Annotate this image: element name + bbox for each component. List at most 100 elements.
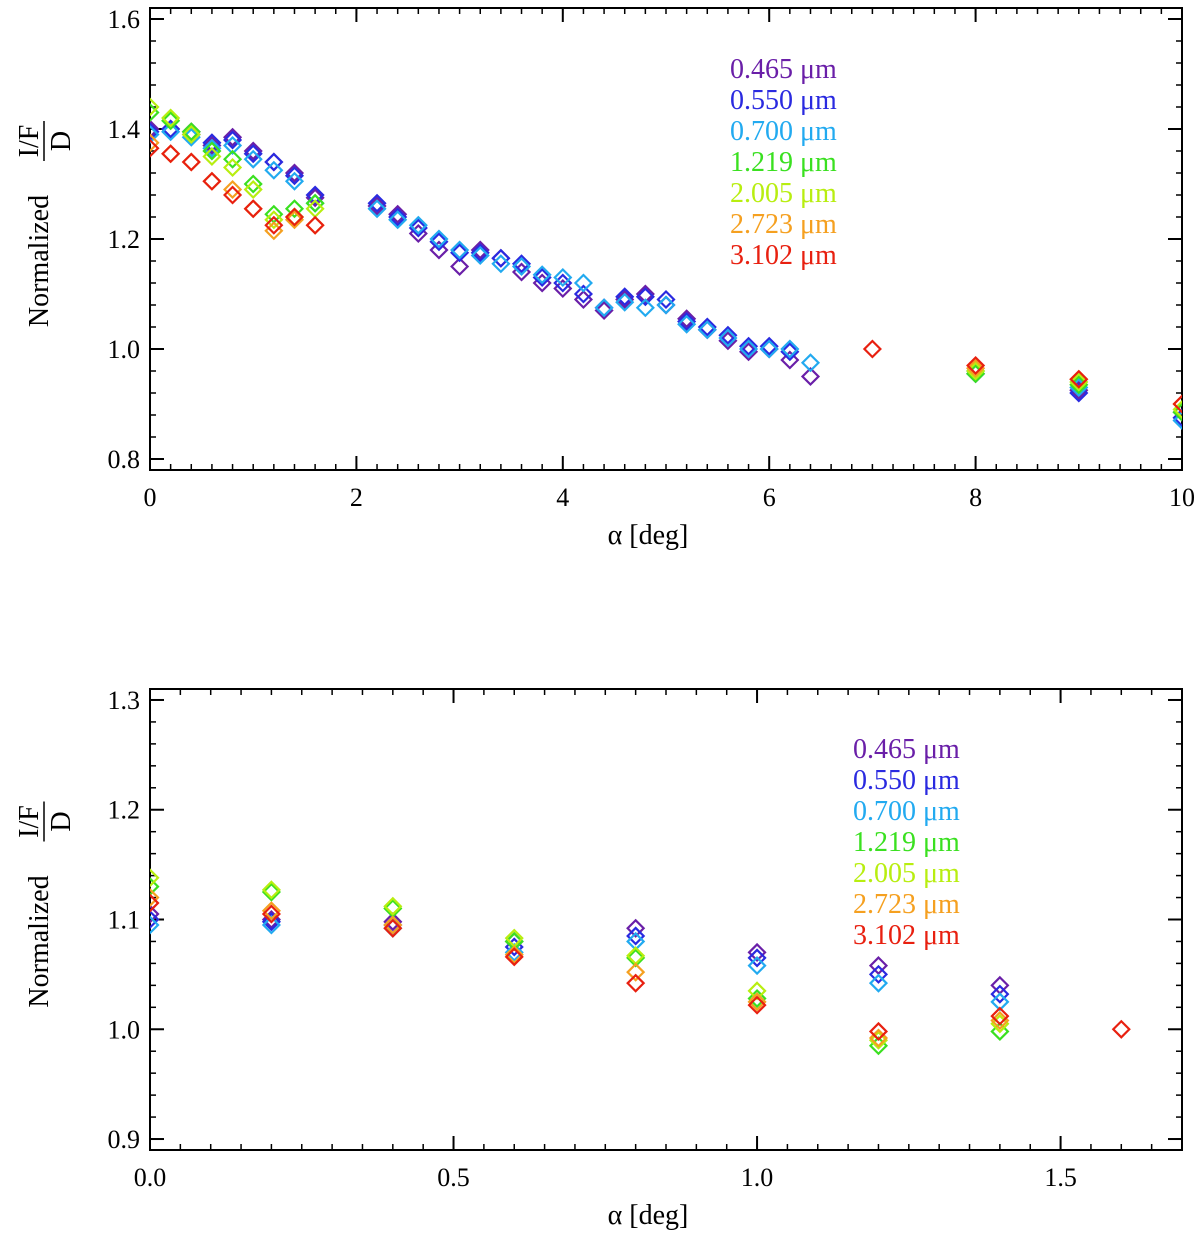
data-point <box>150 133 160 153</box>
data-point <box>429 229 449 249</box>
data-point <box>202 135 222 156</box>
x-tick-label: 2 <box>350 483 363 512</box>
data-point <box>243 144 263 164</box>
x-tick-label: 1.0 <box>741 1163 774 1192</box>
y-tick-label: 1.0 <box>108 1015 141 1044</box>
data-point <box>635 284 655 304</box>
data-point <box>626 926 646 946</box>
x-tick-label: 0.5 <box>437 1163 470 1192</box>
data-point <box>150 119 160 139</box>
chart-panel-2: 0.0 0.5 1.0 1.5 0.9 1.0 1.1 1.2 1.3 α [deg] Normal… <box>14 686 1183 1231</box>
plot-frame <box>149 7 1183 471</box>
legend-entry: 3.102 μm <box>853 920 960 951</box>
data-point <box>181 152 201 172</box>
legend-entry: 2.723 μm <box>730 209 837 240</box>
data-points <box>150 97 1182 431</box>
data-point <box>150 138 160 158</box>
data-point <box>747 995 767 1015</box>
legend: 0.465 μm0.550 μm0.700 μm1.219 μm2.005 μm… <box>730 54 837 271</box>
data-point <box>383 912 403 932</box>
data-point <box>504 947 524 967</box>
series-4 <box>150 102 1182 422</box>
data-point <box>615 289 635 310</box>
y-axis-label: Normalized I/F D <box>14 121 77 327</box>
data-point <box>504 942 524 962</box>
data-point <box>532 265 552 285</box>
legend-entry: 1.219 μm <box>853 827 960 858</box>
y-tick-label: 1.1 <box>108 906 141 935</box>
data-point <box>747 948 767 968</box>
data-point <box>202 133 222 153</box>
legend-entry: 3.102 μm <box>730 240 837 271</box>
x-axis-label: α [deg] <box>608 1200 689 1231</box>
data-point <box>491 248 511 268</box>
data-point <box>202 171 222 191</box>
plot-frame <box>149 688 1183 1151</box>
x-tick-label: 1.5 <box>1044 1163 1077 1192</box>
y-tick-label: 1.4 <box>108 115 141 144</box>
data-point <box>697 317 717 337</box>
data-point <box>150 887 160 908</box>
data-point <box>615 292 635 312</box>
data-point <box>429 240 449 260</box>
data-point <box>284 163 305 183</box>
data-point <box>284 210 305 230</box>
legend-entry: 0.700 μm <box>730 116 837 147</box>
data-point <box>243 199 263 219</box>
data-point <box>429 232 449 252</box>
data-point <box>697 320 717 340</box>
data-points <box>150 868 1131 1056</box>
data-point <box>243 149 263 169</box>
y-tick-label: 1.0 <box>108 335 141 364</box>
data-point <box>990 1006 1010 1026</box>
y-tick-label: 1.2 <box>108 225 141 254</box>
data-point <box>161 144 181 164</box>
y-tick-label: 1.6 <box>108 5 141 34</box>
data-point <box>1111 1019 1131 1039</box>
data-point <box>261 882 281 902</box>
data-point <box>553 267 573 288</box>
data-point <box>656 295 676 315</box>
data-point <box>161 144 181 164</box>
data-point <box>573 284 593 304</box>
data-point <box>626 962 646 982</box>
y-tick-label: 0.8 <box>108 445 141 474</box>
y-axis-label-prefix: Normalized <box>24 875 55 1007</box>
data-point <box>264 221 284 241</box>
series-7 <box>150 138 1182 414</box>
data-point <box>181 122 201 142</box>
data-point <box>800 366 821 387</box>
series-1 <box>150 119 1182 422</box>
data-point <box>759 336 779 356</box>
x-tick-label: 0 <box>144 483 157 512</box>
y-tick-label: 0.9 <box>108 1125 141 1154</box>
data-point <box>150 868 160 888</box>
legend-entry: 0.465 μm <box>730 54 837 85</box>
data-point <box>388 204 408 224</box>
data-point <box>264 210 284 230</box>
data-point <box>759 339 779 359</box>
data-point <box>150 877 160 897</box>
data-point <box>470 240 490 260</box>
data-point <box>450 256 470 277</box>
data-point <box>470 245 490 266</box>
data-point <box>367 199 387 219</box>
y-axis-label-denominator: D <box>46 131 77 151</box>
data-point <box>284 199 305 219</box>
data-point <box>990 992 1010 1012</box>
data-point <box>305 215 325 235</box>
data-point <box>635 287 655 307</box>
x-tick-label: 8 <box>969 483 982 512</box>
data-point <box>594 298 614 318</box>
data-point <box>161 119 181 139</box>
y-axis-label: Normalized I/F D <box>14 801 77 1008</box>
data-point <box>223 130 243 150</box>
data-point <box>264 215 284 235</box>
data-point <box>990 984 1010 1004</box>
data-point <box>150 904 160 924</box>
data-point <box>305 188 325 208</box>
minor-ticks <box>149 689 1183 1150</box>
data-point <box>150 124 160 145</box>
data-point <box>990 1021 1010 1042</box>
y-axis-label-prefix: Normalized <box>24 195 55 327</box>
